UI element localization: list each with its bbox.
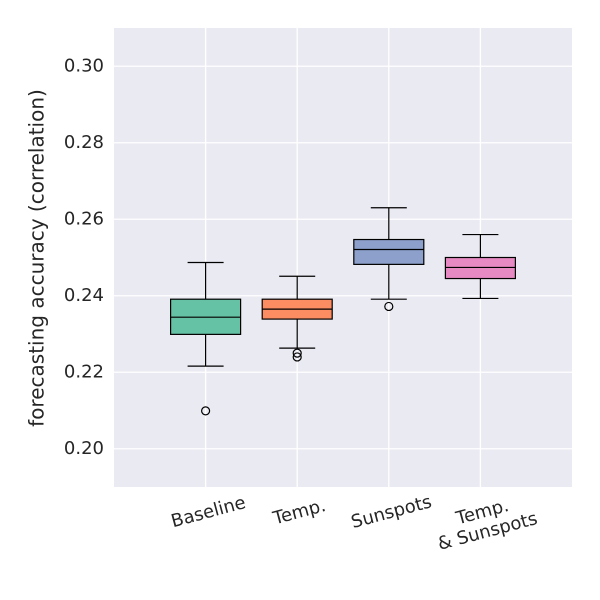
y-tick-label: 0.20 [64, 438, 104, 459]
box [353, 238, 425, 265]
y-tick-label: 0.26 [64, 208, 104, 229]
y-tick-label: 0.24 [64, 285, 104, 306]
outlier [292, 348, 302, 358]
y-tick-label: 0.28 [64, 132, 104, 153]
outlier [201, 406, 211, 416]
y-tick-label: 0.30 [64, 55, 104, 76]
y-axis-label: forecasting accuracy (correlation) [25, 89, 49, 427]
outlier [292, 352, 302, 362]
y-tick-label: 0.22 [64, 361, 104, 382]
outlier [384, 301, 394, 312]
